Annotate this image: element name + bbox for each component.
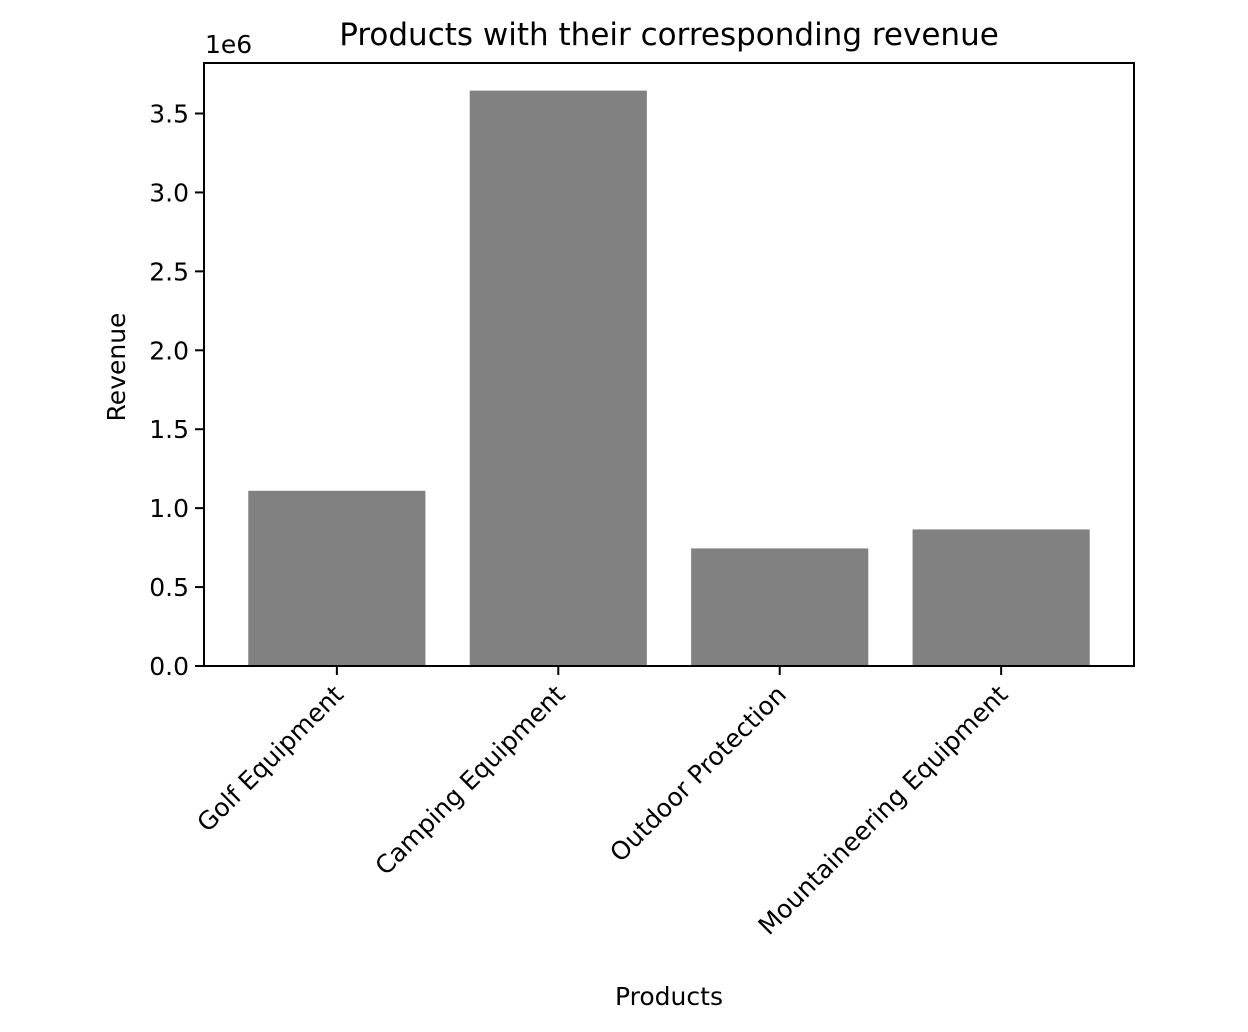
- x-axis-label: Products: [615, 982, 723, 1011]
- bar-camping-equipment: [469, 90, 647, 667]
- bar-mountaineering-equipment: [912, 529, 1090, 666]
- plot-area-frame: [203, 62, 1135, 667]
- bar-outdoor-protection: [691, 548, 869, 666]
- y-tick-label: 2.5: [149, 257, 189, 286]
- chart-title: Products with their corresponding revenu…: [339, 17, 999, 53]
- bars-layer: [248, 90, 1090, 667]
- y-tick-label: 2.0: [149, 336, 189, 365]
- y-axis-label: Revenue: [102, 313, 131, 422]
- y-tick-label: 0.5: [149, 573, 189, 602]
- y-tick-label: 3.5: [149, 100, 189, 129]
- y-axis-offset-label: 1e6: [205, 30, 252, 59]
- y-tick-label: 0.0: [149, 652, 189, 681]
- y-tick-label: 1.0: [149, 494, 189, 523]
- y-axis-ticks: 0.0 0.5 1.0 1.5 2.0 2.5 3.0 3.5: [149, 100, 204, 681]
- bar-golf-equipment: [248, 490, 426, 666]
- y-tick-label: 1.5: [149, 415, 189, 444]
- y-tick-label: 3.0: [149, 178, 189, 207]
